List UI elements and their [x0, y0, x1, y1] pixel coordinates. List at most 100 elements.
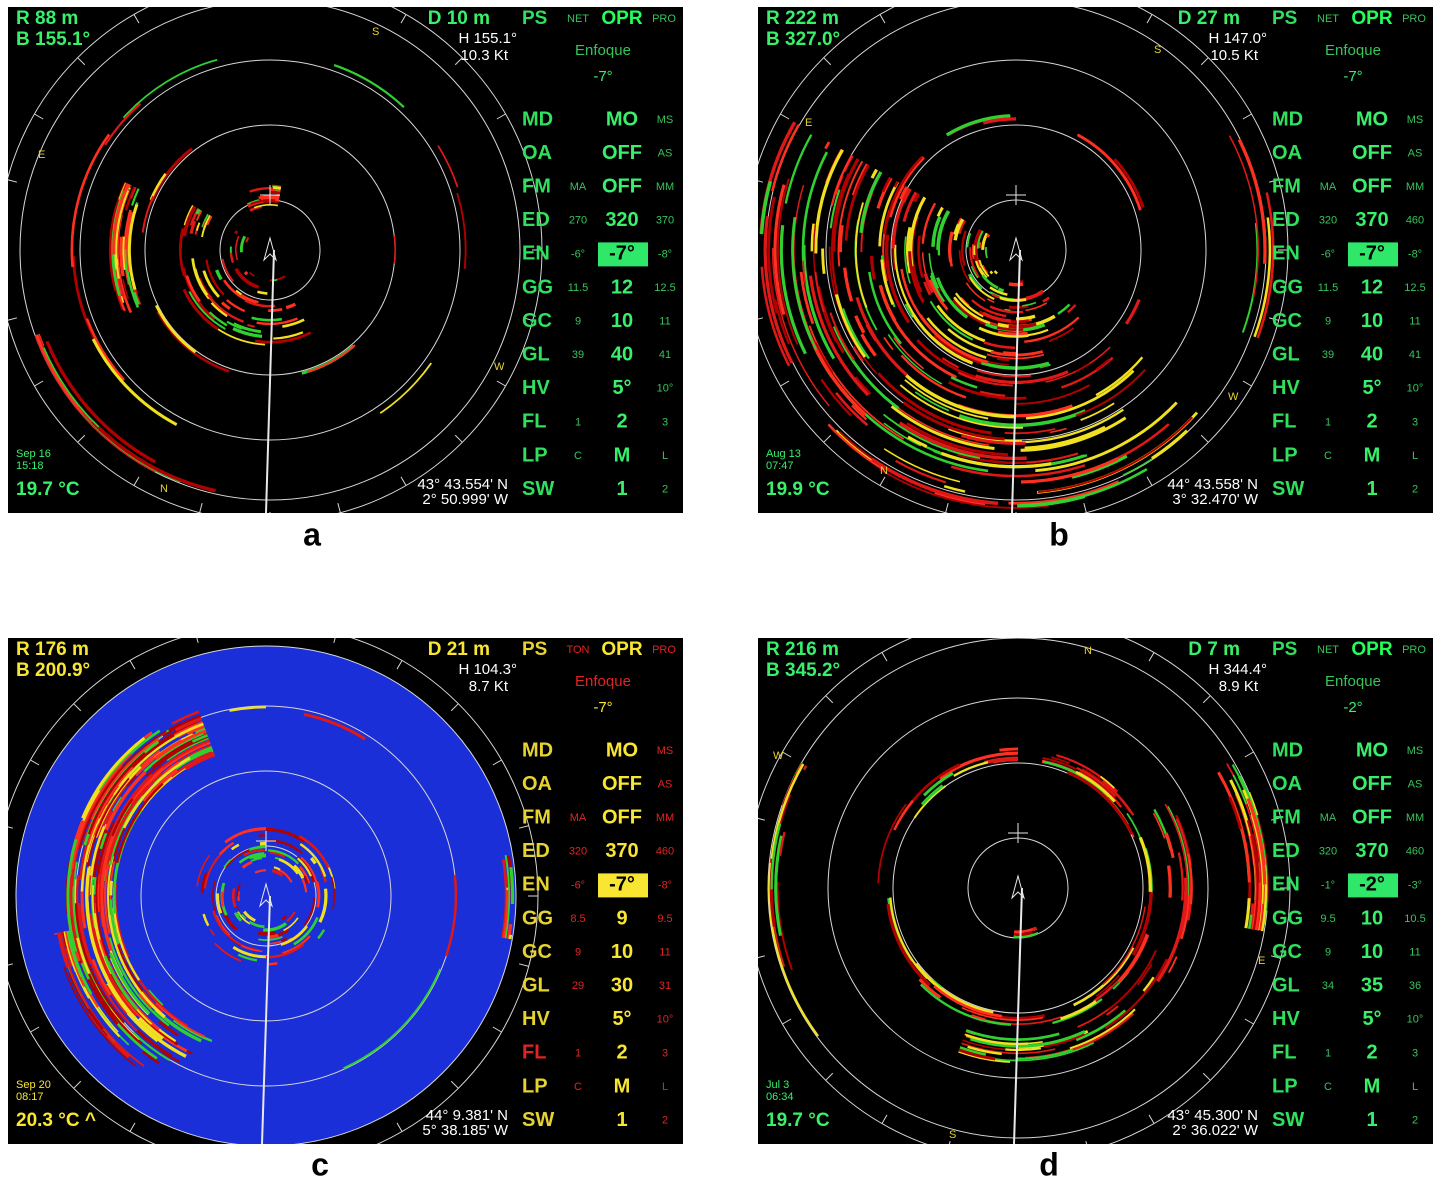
echo	[235, 231, 236, 234]
parameter-value: 320	[605, 209, 638, 231]
echo	[511, 867, 513, 904]
echo	[999, 749, 1018, 750]
parameter-code: MD	[1272, 739, 1303, 761]
parameter-high: MS	[1407, 114, 1424, 126]
parameter-value: OFF	[602, 773, 642, 795]
parameter-code: FL	[522, 411, 546, 433]
parameter-low: MA	[570, 181, 587, 193]
echo	[197, 209, 200, 214]
echo	[1033, 928, 1037, 930]
parameter-high: -8°	[658, 248, 672, 260]
longitude: 3° 32.470' W	[1172, 491, 1258, 508]
longitude: 2° 50.999' W	[422, 491, 508, 508]
parameter-high: 12.5	[1404, 282, 1425, 294]
parameter-low: C	[1324, 450, 1332, 462]
parameter-code: FM	[1272, 806, 1301, 828]
date: Aug 13	[766, 448, 801, 460]
parameter-value: OFF	[1352, 773, 1392, 795]
parameter-value: OFF	[602, 142, 642, 164]
parameter-high: MM	[656, 812, 674, 824]
parameter-high: 10°	[1407, 1014, 1424, 1026]
parameter-low: 9	[1325, 947, 1331, 959]
parameter-low: MA	[570, 812, 587, 824]
parameter-high: L	[1412, 450, 1418, 462]
opr: OPR	[1351, 639, 1392, 660]
echo	[823, 249, 824, 274]
echo	[258, 851, 266, 852]
figure: SEWNR 88 mB 155.1°Sep 1615:1819.7 °CD 10…	[0, 0, 1439, 1183]
parameter-high: -8°	[658, 879, 672, 891]
parameter-high: L	[662, 450, 668, 462]
temperature: 19.7 °C	[16, 479, 80, 500]
compass-tick	[948, 625, 951, 635]
parameter-high: 370	[656, 215, 674, 227]
parameter-value: 370	[605, 840, 638, 862]
echo	[94, 877, 95, 894]
echo	[259, 197, 280, 198]
echo	[258, 933, 275, 934]
parameter-value: 2	[616, 1042, 627, 1064]
parameter-high: 460	[1406, 215, 1424, 227]
parameter-high: AS	[1408, 148, 1423, 160]
heading: H 104.3°	[458, 661, 517, 678]
parameter-high: MM	[1406, 181, 1424, 193]
range: R 216 m	[766, 639, 839, 660]
parameter-low: 9	[575, 316, 581, 328]
parameter-code: LP	[1272, 1075, 1298, 1097]
echo	[273, 188, 281, 189]
parameter-value: -2°	[1359, 874, 1385, 896]
mode: PS	[522, 639, 547, 660]
parameter-low: 1	[1325, 416, 1331, 428]
parameter-value: 10	[1361, 310, 1383, 332]
parameter-high: MM	[1406, 812, 1424, 824]
speed: 8.7 Kt	[469, 678, 509, 695]
bearing: B 200.9°	[16, 660, 90, 681]
parameter-value: 12	[1361, 276, 1383, 298]
compass-label: N	[160, 483, 168, 495]
compass-label: E	[805, 117, 812, 129]
parameter-value: 40	[1361, 343, 1383, 365]
parameter-high: MS	[657, 114, 674, 126]
parameter-high: 12.5	[654, 282, 675, 294]
parameter-value: OFF	[602, 806, 642, 828]
parameter-value: 35	[1361, 974, 1383, 996]
parameter-code: GG	[522, 907, 553, 929]
parameter-high: 11	[659, 947, 670, 959]
parameter-code: OA	[522, 773, 552, 795]
parameter-value: OFF	[602, 175, 642, 197]
parameter-low: 9.5	[1320, 913, 1335, 925]
parameter-low: 1	[575, 416, 581, 428]
parameter-value: 12	[611, 276, 633, 298]
time: 15:18	[16, 460, 44, 472]
echo	[222, 892, 223, 907]
parameter-low: 39	[1322, 349, 1334, 361]
compass-tick	[334, 1149, 337, 1159]
parameter-value: MO	[606, 108, 638, 130]
parameter-code: MD	[522, 739, 553, 761]
parameter-value: 9	[616, 907, 627, 929]
sonar-panel: R 176 mB 200.9°Sep 2008:1720.3 °C ^D 21 …	[0, 624, 683, 1168]
echo	[840, 225, 842, 252]
parameter-value: M	[614, 1075, 631, 1097]
parameter-code: OA	[1272, 142, 1302, 164]
speed: 8.9 Kt	[1219, 678, 1259, 695]
parameter-code: GL	[1272, 974, 1300, 996]
parameter-high: MS	[657, 745, 674, 757]
parameter-value: MO	[1356, 739, 1388, 761]
parameter-low: 11.5	[568, 282, 589, 294]
compass-label: W	[494, 361, 505, 373]
parameter-value: 10	[1361, 941, 1383, 963]
echo	[111, 881, 112, 895]
compass-tick	[196, 1149, 199, 1159]
parameter-value: 5°	[612, 1008, 631, 1030]
parameter-code: ED	[1272, 840, 1300, 862]
parameter-low: 270	[569, 215, 587, 227]
panel-caption: b	[1049, 516, 1069, 552]
parameter-value: 10	[1361, 907, 1383, 929]
parameter-code: SW	[1272, 478, 1304, 500]
parameter-value: 5°	[1362, 1008, 1381, 1030]
temperature: 19.9 °C	[766, 479, 830, 500]
focus-value: -7°	[593, 699, 612, 716]
parameter-value: 30	[611, 974, 633, 996]
parameter-value: 10	[611, 941, 633, 963]
